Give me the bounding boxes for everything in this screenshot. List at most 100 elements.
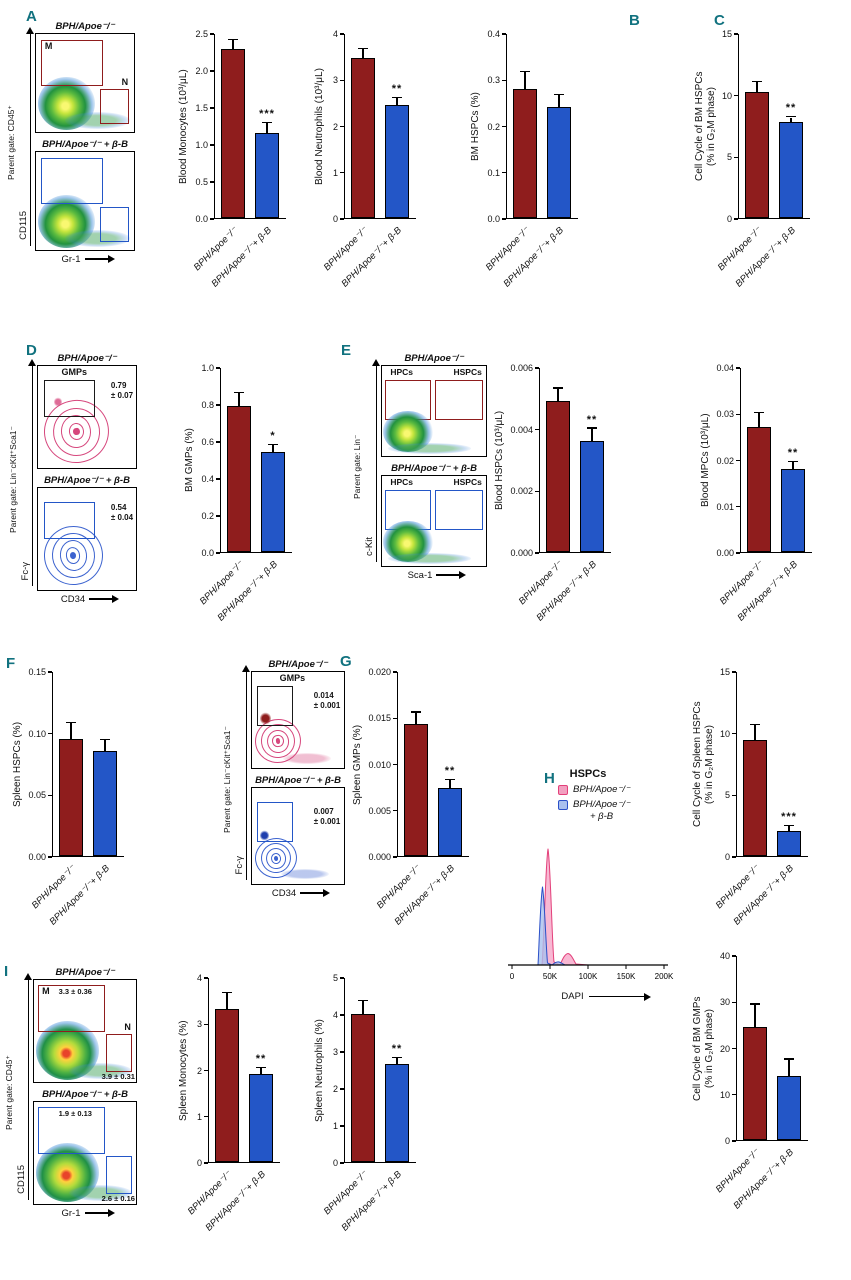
x-axis-arrow bbox=[300, 887, 331, 899]
y-tick-mark bbox=[535, 490, 539, 492]
gate-value-line2: ± 0.04 bbox=[110, 512, 134, 522]
y-tick-mark bbox=[210, 33, 214, 35]
y-axis-ticks: 0 5 10 15 bbox=[720, 29, 738, 224]
cell-density-smear bbox=[283, 752, 332, 765]
cell-density-smear bbox=[281, 868, 330, 880]
y-tick-label: 1 bbox=[332, 1121, 338, 1131]
cell-density-smear bbox=[65, 112, 131, 130]
gate-value-line2: ± 0.07 bbox=[110, 390, 134, 400]
bar-control bbox=[59, 738, 83, 856]
y-tick-label: 4 bbox=[332, 1010, 338, 1020]
error-bar bbox=[396, 97, 398, 105]
error-bar bbox=[260, 1068, 262, 1075]
x-axis-labels: BPH/Apoe⁻/⁻ BPH/Apoe⁻/⁻+ β-B bbox=[375, 857, 469, 939]
y-tick-label: 5 bbox=[726, 152, 732, 163]
chart-cell-cycle-spleen-hspcs: Cell Cycle of Spleen HSPCs (% in G₂M phas… bbox=[692, 667, 808, 939]
y-axis-arrowhead bbox=[242, 665, 251, 672]
y-tick-mark bbox=[204, 977, 208, 979]
histogram-x-axis-label-row: DAPI bbox=[532, 990, 674, 1004]
y-tick-label: 0.2 bbox=[201, 511, 214, 521]
y-tick-mark bbox=[340, 1088, 344, 1090]
y-tick-label: 0 bbox=[724, 1136, 730, 1146]
error-bar-cap bbox=[587, 427, 597, 429]
y-tick-label: 0.01 bbox=[716, 501, 734, 512]
y-tick-mark bbox=[340, 1051, 344, 1053]
y-tick-mark bbox=[48, 733, 52, 735]
plot-column: ** BPH/Apoe⁻/⁻ BPH/Apoe⁻/⁻+ β-B bbox=[375, 672, 469, 939]
y-tick-label: 1 bbox=[332, 167, 338, 178]
flow-plot-column: BPH/Apoe⁻/⁻ M 3.3 ± 0.36 N 3.9 ± 0.31 BP… bbox=[33, 966, 137, 1220]
y-tick-label: 1 bbox=[196, 1111, 202, 1122]
x-tick-label: BPH/Apoe⁻/⁻+ β-B bbox=[215, 559, 280, 624]
monocyte-gate: 1.9 ± 0.13 bbox=[38, 1107, 106, 1154]
flow-plot1-title: BPH/Apoe⁻/⁻ bbox=[57, 353, 117, 364]
error-bar-cap bbox=[66, 721, 76, 723]
y-tick-mark bbox=[204, 1069, 208, 1072]
flow-plot-control: GMPs 0.79 ± 0.07 bbox=[37, 365, 137, 469]
flow-y-axis-label: Fc-γ bbox=[234, 855, 245, 874]
x-axis-labels: BPH/Apoe⁻/⁻ BPH/Apoe⁻/⁻+ β-B bbox=[716, 219, 810, 301]
x-axis-arrow bbox=[84, 253, 115, 265]
y-axis-title-line: Blood Neutrophils (10³/μL) bbox=[314, 68, 325, 185]
y-tick-mark bbox=[210, 181, 214, 183]
bar-treated bbox=[779, 121, 803, 218]
cell-density-smear bbox=[68, 1184, 132, 1201]
x-tick-label: BPH/Apoe⁻/⁻+ β-B bbox=[392, 863, 457, 928]
histogram-title: HSPCs bbox=[569, 768, 607, 780]
gate-value: 0.014 ± 0.001 bbox=[314, 691, 341, 710]
x-axis-labels: BPH/Apoe⁻/⁻ BPH/Apoe⁻/⁻+ β-B bbox=[322, 219, 416, 301]
plot-area bbox=[52, 672, 124, 857]
y-tick-mark bbox=[216, 552, 220, 554]
error-bar bbox=[591, 428, 593, 441]
y-tick-label: 4 bbox=[196, 973, 202, 983]
y-axis-title-line: Cell Cycle of BM GMPs bbox=[692, 996, 703, 1101]
legend-swatch-blue bbox=[558, 799, 568, 810]
y-axis-line bbox=[375, 366, 377, 562]
gate-label-m: M bbox=[44, 40, 53, 51]
y-tick-mark bbox=[393, 810, 397, 812]
flow-plot1-title: BPH/Apoe⁻/⁻ bbox=[268, 659, 328, 670]
flow-y-axis: CD115 bbox=[18, 20, 35, 266]
significance-marker: * bbox=[270, 429, 276, 442]
y-axis-arrowhead bbox=[28, 359, 37, 366]
y-tick-mark bbox=[734, 218, 738, 220]
y-tick-mark bbox=[535, 367, 539, 369]
y-axis-title-line: BM HSPCs (%) bbox=[470, 92, 481, 161]
flow-plot-column: BPH/Apoe⁻/⁻ GMPs 0.014 ± 0.001 BPH/Apoe⁻… bbox=[251, 658, 345, 900]
gate-label-gmps: GMPs bbox=[279, 673, 306, 683]
y-tick-label: 0.4 bbox=[201, 474, 214, 484]
y-axis-title-line: Cell Cycle of BM HSPCs bbox=[694, 71, 705, 182]
hspc-gate bbox=[435, 489, 483, 530]
gate-value-n: 2.6 ± 0.16 bbox=[101, 1193, 135, 1203]
error-bar bbox=[232, 40, 234, 50]
error-bar-cap bbox=[358, 999, 368, 1002]
chart-bm-gmps: BM GMPs (%) 0.0 0.2 0.4 0.6 0.8 1.0 * BPH/Apoe⁻/… bbox=[184, 363, 292, 635]
plot-area: ** bbox=[539, 368, 611, 553]
plot-area: * bbox=[220, 368, 292, 553]
panel-letter-c: C bbox=[714, 12, 725, 29]
y-tick-label: 0.05 bbox=[28, 790, 46, 801]
gmp-gate bbox=[43, 502, 95, 539]
y-axis-ticks: 0.00 0.01 0.02 0.03 0.04 bbox=[714, 363, 740, 558]
flow-y-axis: c-Kit bbox=[364, 352, 381, 582]
plot-area bbox=[736, 956, 808, 1141]
y-tick-mark bbox=[340, 1162, 344, 1164]
x-axis-arrow bbox=[436, 569, 467, 581]
error-bar bbox=[266, 123, 268, 133]
y-axis-title-line: Spleen GMPs (%) bbox=[352, 724, 363, 805]
y-tick-label: 0.3 bbox=[487, 75, 500, 86]
bar-control bbox=[351, 58, 375, 218]
y-tick-mark bbox=[204, 1116, 208, 1118]
flow-plot-treated: HPCs HSPCs bbox=[381, 475, 487, 567]
y-axis-title: Cell Cycle of BM HSPCs (% in G₂M phase) bbox=[694, 34, 718, 219]
y-tick-mark bbox=[502, 125, 506, 128]
plot-column: ** BPH/Apoe⁻/⁻ BPH/Apoe⁻/⁻+ β-B bbox=[322, 978, 416, 1245]
histogram-x-axis-label: DAPI bbox=[561, 991, 584, 1003]
x-axis-arrow bbox=[588, 991, 651, 1003]
panel-letter-f: F bbox=[6, 655, 16, 672]
chart-cell-cycle-bm-gmps: Cell Cycle of BM GMPs (% in G₂M phase) 0 10… bbox=[692, 951, 808, 1223]
y-tick-label: 0.03 bbox=[716, 409, 734, 420]
cell-density-smear bbox=[65, 230, 131, 248]
bar-control bbox=[743, 740, 767, 856]
y-axis-title-line: (% in G₂M phase) bbox=[704, 725, 715, 804]
